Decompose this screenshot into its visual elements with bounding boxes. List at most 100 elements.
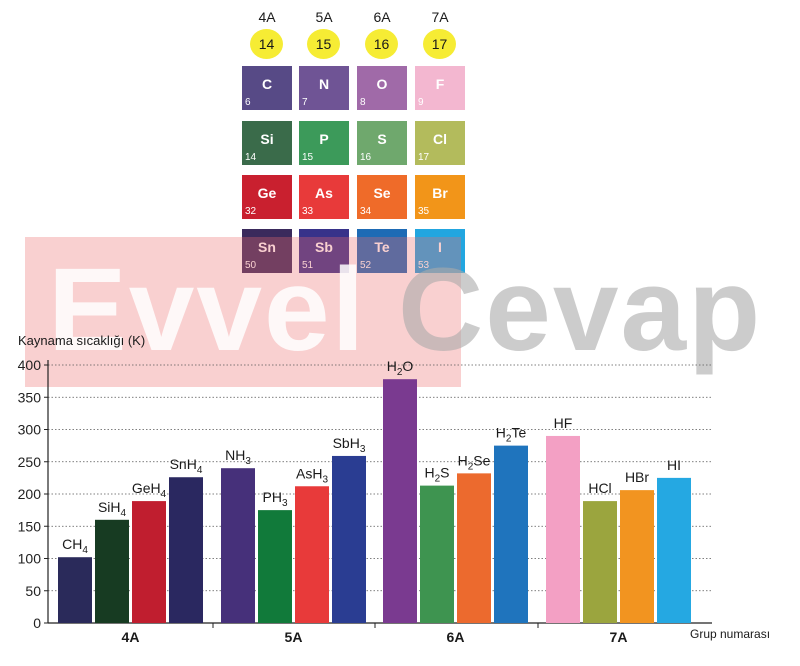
element-symbol: O: [376, 76, 388, 92]
element-symbol: Cl: [433, 131, 447, 147]
element-cell-te: Te 52: [357, 229, 407, 273]
group-label-4a: 4A: [258, 9, 276, 25]
element-cell-ge: Ge 32: [242, 175, 292, 219]
atomic-number: 50: [245, 260, 257, 271]
bar-label: HI: [667, 457, 681, 473]
bar-ph3: [258, 510, 292, 623]
element-symbol: P: [319, 131, 329, 147]
element-symbol: N: [318, 76, 330, 92]
atomic-number: 7: [302, 97, 308, 108]
y-tick-label: 150: [18, 518, 42, 534]
atomic-number: 34: [360, 206, 372, 217]
bar-hbr: [620, 490, 654, 623]
bar-label: NH3: [225, 447, 251, 467]
element-cell-as: As 33: [299, 175, 349, 219]
bar-snh4: [169, 477, 203, 623]
group-axis-label: 5A: [285, 629, 303, 645]
bar-h2o: [383, 379, 417, 623]
element-symbol: Br: [432, 185, 448, 201]
group-label-7a: 7A: [431, 9, 449, 25]
y-tick-label: 250: [18, 454, 42, 470]
element-symbol: Ge: [257, 185, 277, 201]
atomic-number: 17: [418, 152, 430, 163]
bar-sbh3: [332, 455, 366, 623]
element-symbol: C: [261, 76, 273, 92]
atomic-number: 35: [418, 206, 430, 217]
element-symbol: S: [377, 131, 387, 147]
y-tick-label: 100: [18, 551, 42, 567]
bar-label: CH4: [62, 536, 88, 556]
element-cell-p: P 15: [299, 121, 349, 165]
bar-label: SbH3: [333, 435, 366, 455]
element-symbol: Sb: [315, 239, 333, 255]
bar-sih4: [95, 519, 129, 623]
y-tick-label: 400: [18, 357, 42, 373]
bar-label: HF: [554, 415, 573, 431]
y-tick-label: 300: [18, 422, 42, 438]
x-axis-label: Grup numarası: [690, 627, 771, 641]
atomic-number: 51: [302, 260, 314, 271]
bar-h2te: [494, 445, 528, 623]
watermark-box: [25, 237, 461, 387]
element-symbol: Te: [374, 239, 390, 255]
y-tick-label: 350: [18, 389, 42, 405]
bar-label: H2Se: [458, 452, 491, 472]
atomic-number: 8: [360, 97, 366, 108]
bar-nh3: [221, 468, 255, 623]
bar-label: H2Te: [496, 425, 527, 445]
bar-ash3: [295, 486, 329, 623]
group-number-badge: 17: [423, 29, 456, 59]
atomic-number: 53: [418, 260, 430, 271]
atomic-number: 15: [302, 152, 314, 163]
atomic-number: 14: [245, 152, 257, 163]
bar-label: HBr: [625, 469, 649, 485]
group-label-5a: 5A: [315, 9, 333, 25]
bar-label: AsH3: [296, 465, 328, 485]
atomic-number: 32: [245, 206, 257, 217]
element-cell-cl: Cl 17: [415, 121, 465, 165]
group-label-6a: 6A: [373, 9, 391, 25]
bar-label: PH3: [262, 489, 287, 509]
group-axis-label: 6A: [447, 629, 465, 645]
atomic-number: 33: [302, 206, 314, 217]
y-tick-label: 50: [25, 583, 41, 599]
element-symbol: Se: [373, 185, 391, 201]
atomic-number: 6: [245, 97, 251, 108]
atomic-number: 16: [360, 152, 372, 163]
element-symbol: I: [438, 239, 442, 255]
element-cell-sn: Sn 50: [242, 229, 292, 273]
bar-hf: [546, 435, 580, 623]
bar-h2se: [457, 473, 491, 623]
element-symbol: Sn: [258, 239, 276, 255]
bar-ch4: [58, 557, 92, 623]
watermark-text-1: Evvel: [48, 244, 367, 376]
bar-h2s: [420, 485, 454, 623]
bar-label: SiH4: [98, 499, 127, 519]
group-number-badge: 15: [307, 29, 340, 59]
watermark-text-2: Cevap: [398, 244, 763, 376]
element-cell-sb: Sb 51: [299, 229, 349, 273]
bar-hi: [657, 477, 691, 623]
group-number-badge: 14: [250, 29, 283, 59]
element-cell-i: I 53: [415, 229, 465, 273]
element-cell-si: Si 14: [242, 121, 292, 165]
element-symbol: Si: [260, 131, 274, 147]
bar-geh4: [132, 501, 166, 623]
y-axis-label: Kaynama sıcaklığı (K): [18, 333, 146, 348]
atomic-number: 9: [418, 97, 424, 108]
y-tick-label: 0: [33, 615, 41, 631]
element-cell-se: Se 34: [357, 175, 407, 219]
element-cell-br: Br 35: [415, 175, 465, 219]
y-tick-label: 200: [18, 486, 42, 502]
bar-label: H2S: [424, 465, 449, 485]
bar-label: HCl: [588, 480, 611, 496]
group-number-badge: 16: [365, 29, 398, 59]
bar-label: SnH4: [170, 456, 203, 476]
atomic-number: 52: [360, 260, 372, 271]
group-axis-label: 7A: [610, 629, 628, 645]
